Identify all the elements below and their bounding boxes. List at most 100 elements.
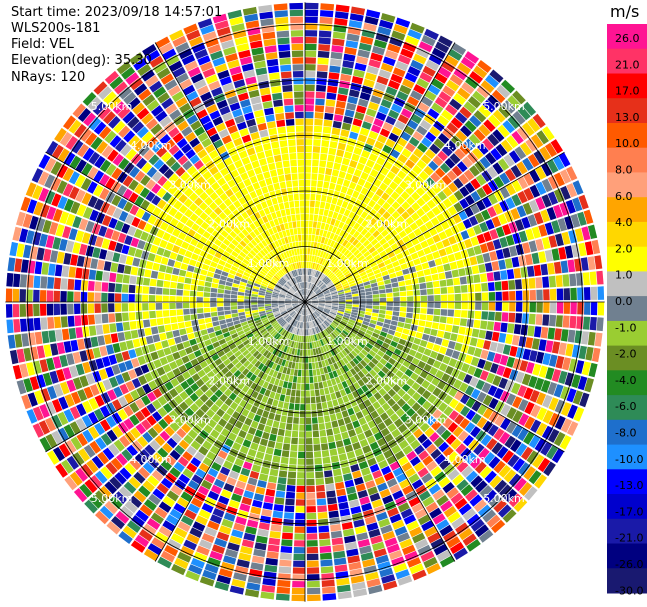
velocity-gate: [97, 335, 106, 346]
velocity-gate: [306, 519, 317, 527]
velocity-gate: [207, 520, 220, 531]
velocity-gate: [267, 326, 274, 332]
velocity-gate: [483, 452, 496, 465]
velocity-gate: [343, 328, 351, 334]
velocity-gate: [451, 243, 460, 253]
velocity-gate: [110, 333, 119, 343]
velocity-gate: [370, 95, 382, 105]
velocity-gate: [309, 314, 313, 321]
velocity-gate: [543, 289, 550, 301]
velocity-gate: [294, 306, 300, 311]
velocity-gate: [264, 359, 271, 367]
velocity-gate: [80, 291, 88, 302]
velocity-gate: [170, 377, 180, 387]
velocity-gate: [341, 67, 353, 76]
velocity-gate: [262, 381, 269, 389]
velocity-gate: [429, 507, 442, 519]
velocity-gate: [503, 469, 517, 483]
velocity-gate: [578, 194, 589, 210]
velocity-gate: [231, 493, 242, 503]
velocity-gate: [350, 463, 360, 473]
velocity-gate: [568, 229, 578, 244]
velocity-gate: [64, 475, 78, 491]
velocity-gate: [157, 447, 169, 459]
velocity-gate: [204, 389, 214, 398]
velocity-gate: [320, 222, 326, 230]
velocity-gate: [528, 313, 536, 325]
velocity-gate: [386, 543, 400, 554]
velocity-gate: [450, 117, 463, 129]
velocity-gate: [321, 374, 326, 382]
velocity-gate: [421, 203, 431, 213]
velocity-gate: [88, 325, 97, 336]
velocity-gate: [336, 285, 343, 290]
velocity-gate: [471, 413, 482, 425]
velocity-gate: [337, 291, 345, 295]
velocity-gate: [374, 82, 387, 92]
velocity-gate: [147, 343, 156, 353]
velocity-gate: [311, 298, 318, 301]
velocity-gate: [445, 365, 454, 375]
velocity-gate: [457, 371, 467, 381]
velocity-gate: [466, 227, 476, 238]
velocity-gate: [305, 36, 317, 44]
velocity-gate: [210, 429, 220, 439]
velocity-gate: [454, 293, 462, 301]
velocity-gate: [293, 560, 305, 568]
velocity-gate: [276, 342, 282, 349]
velocity-gate: [389, 229, 398, 238]
velocity-gate: [329, 58, 342, 67]
velocity-gate: [312, 228, 317, 235]
velocity-gate: [385, 138, 396, 148]
velocity-gate: [301, 329, 304, 336]
velocity-gate: [316, 484, 325, 492]
velocity-gate: [99, 505, 114, 520]
velocity-gate: [319, 201, 326, 209]
velocity-gate: [507, 115, 521, 129]
velocity-gate: [357, 193, 366, 202]
velocity-gate: [158, 501, 172, 513]
velocity-gate: [380, 62, 394, 73]
velocity-gate: [495, 302, 502, 311]
velocity-gate: [416, 270, 425, 278]
velocity-gate: [252, 350, 260, 358]
velocity-gate: [324, 202, 331, 210]
velocity-gate: [101, 282, 109, 292]
velocity-gate: [264, 564, 278, 573]
velocity-gate: [400, 131, 412, 142]
velocity-gate: [337, 289, 344, 293]
velocity-gate: [384, 279, 391, 285]
velocity-gate: [326, 327, 332, 334]
velocity-gate: [575, 360, 585, 374]
velocity-gate: [60, 278, 68, 290]
velocity-gate: [248, 512, 260, 522]
velocity-gate: [281, 337, 287, 344]
velocity-gate: [454, 251, 463, 261]
velocity-gate: [397, 502, 410, 513]
velocity-gate: [217, 302, 224, 307]
velocity-gate: [264, 389, 271, 397]
velocity-gate: [106, 429, 118, 442]
velocity-gate: [352, 338, 360, 345]
velocity-gate: [321, 443, 329, 451]
velocity-gate: [411, 357, 420, 366]
velocity-gate: [473, 347, 483, 358]
velocity-gate: [342, 282, 349, 288]
velocity-gate: [317, 57, 329, 65]
velocity-gate: [559, 435, 572, 450]
velocity-gate: [306, 472, 315, 479]
velocity-gate: [287, 471, 297, 479]
velocity-gate: [161, 340, 169, 349]
velocity-gate: [300, 397, 305, 404]
velocity-gate: [385, 186, 394, 196]
velocity-gate: [327, 343, 332, 350]
velocity-gate: [522, 348, 531, 361]
velocity-gate: [265, 375, 272, 383]
velocity-gate: [341, 215, 348, 223]
velocity-gate: [110, 262, 119, 273]
velocity-gate: [335, 412, 343, 420]
velocity-gate: [441, 145, 453, 157]
velocity-gate: [525, 337, 534, 349]
velocity-gate: [177, 551, 192, 563]
velocity-gate: [417, 142, 428, 153]
